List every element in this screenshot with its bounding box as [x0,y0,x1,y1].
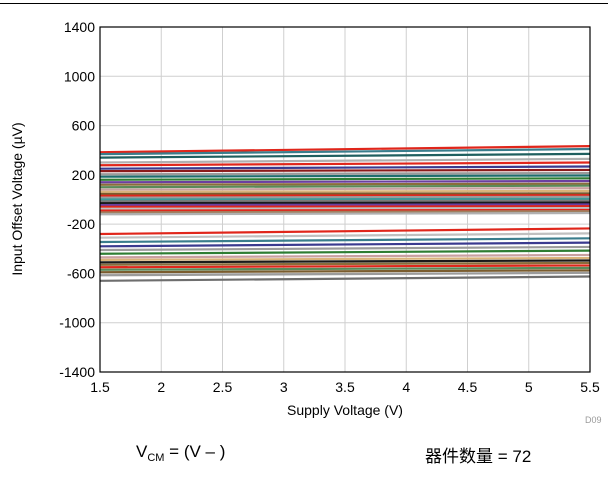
vcm-caption: VCM = (V – ) [136,442,226,464]
series-line-1 [99,145,591,154]
series-line-39 [99,266,591,271]
x-tick-label: 1.5 [90,379,110,395]
series-line-23 [99,205,591,208]
x-tick-labels: 1.5 2 2.5 3 3.5 4 4.5 5 5.5 [90,379,600,395]
series-line-32 [99,245,591,252]
series-line-19 [99,197,591,201]
x-tick-label: 3 [280,379,288,395]
series-line-36 [99,259,591,264]
series-line-28 [99,227,591,236]
series-line-11 [99,179,591,184]
x-tick-label: 3.5 [335,379,355,395]
series-line-42 [99,275,591,282]
x-axis-title: Supply Voltage (V) [287,402,403,418]
series-line-26 [99,210,591,214]
plot-frame [99,26,591,373]
series-line-40 [99,269,591,274]
vcm-main: V [136,442,148,461]
series-line-29 [99,232,591,239]
series-line-24 [99,207,591,210]
vcm-value: = (V – ) [164,442,226,461]
series-line-35 [99,256,591,261]
y-tick-labels: 1400 1000 600 200 -200 -600 -1000 -1400 [59,19,95,380]
device-count-caption: 器件数量 = 72 [425,447,532,466]
y-tick-label: -600 [67,265,95,281]
series-line-20 [99,199,591,203]
x-tick-label: 2 [157,379,165,395]
y-tick-label: 600 [72,118,96,134]
x-tick-label: 4.5 [458,379,478,395]
series-line-25 [99,208,591,212]
series-line-12 [99,182,591,186]
series-line-10 [99,177,591,181]
series-line-17 [99,194,591,197]
series-line-21 [99,201,591,205]
series-line-9 [99,174,591,178]
series-line-34 [99,253,591,259]
y-tick-label: -200 [67,216,95,232]
series-line-15 [99,189,591,193]
series-line-33 [99,249,591,255]
series-line-31 [99,241,591,248]
series-line-3 [99,152,591,159]
series-line-4 [99,157,591,164]
y-tick-label: 1000 [64,68,95,84]
series-line-27 [99,211,591,216]
series-line-6 [99,165,591,170]
x-tick-label: 4 [402,379,410,395]
x-tick-label: 5.5 [580,379,600,395]
y-tick-label: 1400 [64,19,95,35]
series-line-2 [99,147,591,156]
series-line-30 [99,237,591,244]
series-line-7 [99,168,591,173]
series-line-37 [99,261,591,266]
y-tick-label: -1400 [59,364,95,380]
series-layer [99,145,591,282]
series-line-14 [99,187,591,191]
vcm-subscript: CM [147,452,165,464]
series-line-41 [99,271,591,277]
series-line-5 [99,161,591,167]
series-line-13 [99,184,591,189]
series-line-16 [99,192,591,196]
series-line-38 [99,264,591,269]
y-tick-label: -1000 [59,315,95,331]
figure-id: D09 [585,415,602,425]
top-rule [0,3,608,4]
y-axis-title: Input Offset Voltage (µV) [9,122,25,275]
series-line-22 [99,203,591,207]
series-line-8 [99,171,591,176]
series-line-18 [99,195,591,199]
x-tick-label: 5 [525,379,533,395]
y-tick-label: 200 [72,167,96,183]
x-tick-label: 2.5 [213,379,233,395]
